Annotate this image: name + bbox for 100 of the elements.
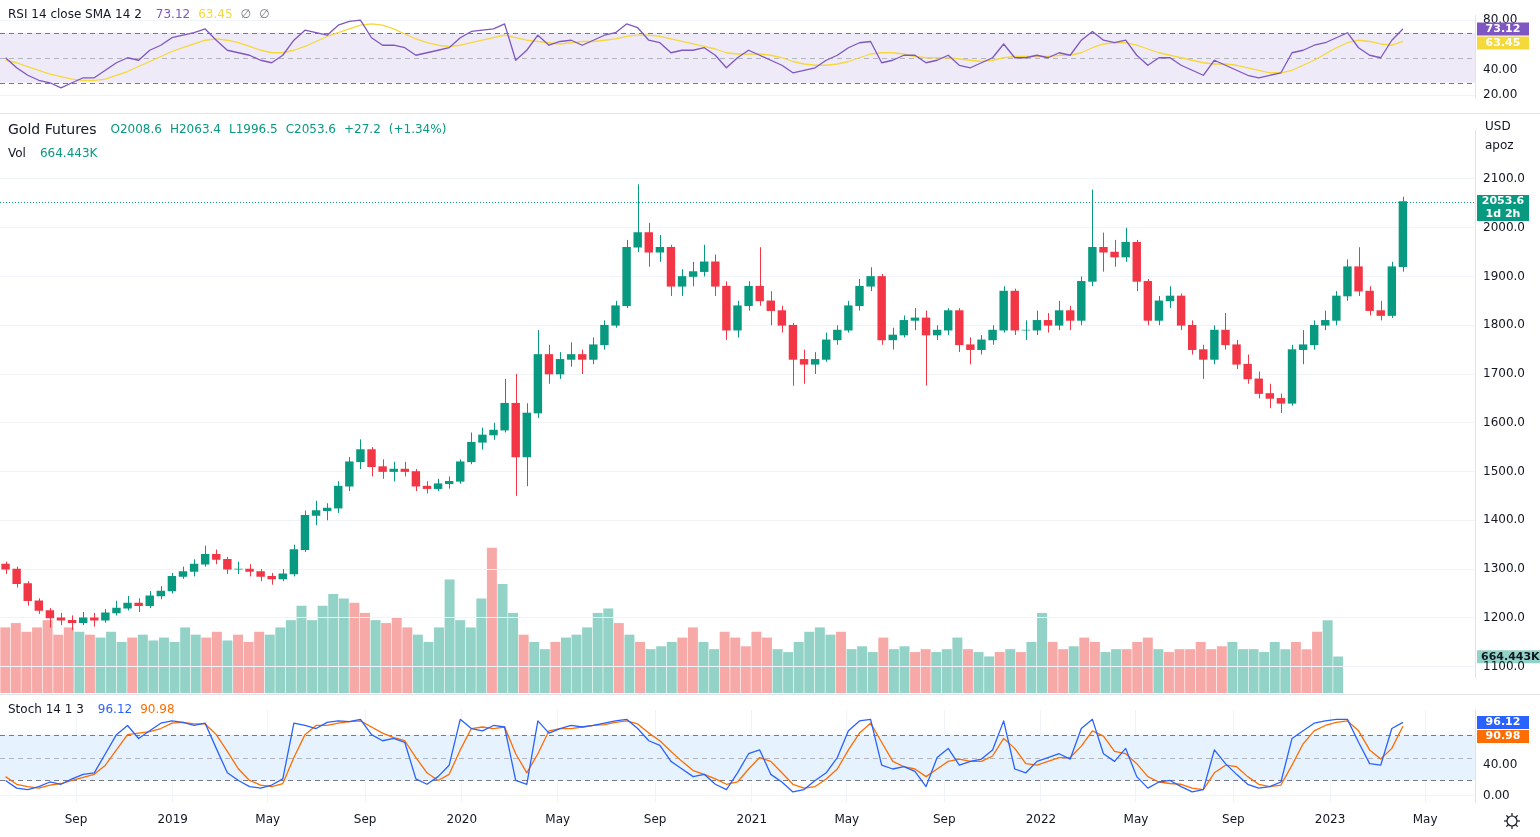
candlestick <box>1365 285 1374 316</box>
bar <box>962 649 973 693</box>
candlestick <box>799 349 809 385</box>
candlestick <box>1309 319 1319 351</box>
candlestick <box>1298 329 1308 365</box>
text: 96.12 <box>1485 715 1521 729</box>
candlestick <box>611 300 620 329</box>
x-tick-label: Sep <box>932 811 956 826</box>
candlestick <box>855 278 864 312</box>
bar <box>518 634 529 693</box>
candlestick <box>378 458 387 480</box>
y-tick-label: 1300.0 <box>1483 561 1525 576</box>
candlestick <box>367 446 376 477</box>
candlestick <box>1221 312 1230 351</box>
bar <box>1005 649 1016 693</box>
y-tick-label: 1200.0 <box>1483 609 1525 624</box>
candlestick <box>977 334 986 356</box>
text: USD <box>1485 119 1511 134</box>
candlestick <box>1099 232 1108 273</box>
text: apoz <box>1485 138 1514 153</box>
y-tick-label: 1500.0 <box>1483 463 1525 478</box>
chart-subtitle: 664.443K <box>39 146 99 161</box>
candlestick <box>677 268 687 297</box>
bar <box>1015 652 1026 693</box>
candlestick <box>544 344 554 385</box>
y-tick-label: 2000.0 <box>1483 219 1525 234</box>
y-tick-label: 1900.0 <box>1483 268 1525 283</box>
candlestick <box>578 349 587 375</box>
candlestick <box>389 461 398 482</box>
y-tick-label: 40.00 <box>1483 757 1518 772</box>
y-tick-label: 1800.0 <box>1483 317 1525 332</box>
x-tick-label: May <box>1123 811 1149 826</box>
chart-title: Gold Futures <box>8 120 97 137</box>
candlestick <box>1032 310 1042 336</box>
chart-subtitle: 73.12 63.45 ∅ ∅ <box>155 7 270 22</box>
candlestick <box>566 341 576 368</box>
y-tick-label: 40.00 <box>1483 62 1518 77</box>
candlestick <box>700 244 709 277</box>
candlestick <box>411 468 421 492</box>
candlestick <box>12 566 21 589</box>
candlestick <box>555 351 565 380</box>
candlestick <box>1232 339 1241 370</box>
bar <box>836 631 846 693</box>
text: 63.45 <box>1485 35 1521 49</box>
bar <box>878 637 889 693</box>
y-tick-label: 20.00 <box>1483 87 1518 102</box>
candlestick <box>600 319 609 351</box>
chart-title: Vol <box>8 146 26 161</box>
bar <box>74 631 85 693</box>
candlestick <box>910 307 920 331</box>
y-tick-label: 1700.0 <box>1483 366 1525 381</box>
candlestick <box>356 438 365 470</box>
bar <box>370 620 381 693</box>
candlestick <box>1276 393 1286 414</box>
candlestick <box>755 246 764 307</box>
candlestick <box>966 336 975 365</box>
candlestick <box>334 480 343 514</box>
candlestick <box>688 261 698 287</box>
candlestick <box>833 324 842 346</box>
x-tick-label: 2021 <box>736 811 768 826</box>
candlestick <box>478 427 487 451</box>
bar <box>624 634 635 693</box>
candlestick <box>988 324 997 346</box>
candlestick <box>589 336 598 365</box>
x-tick-label: May <box>834 811 860 826</box>
text: 90.98 <box>1485 729 1521 743</box>
bar <box>550 641 561 693</box>
bar <box>635 641 645 693</box>
candlestick <box>899 315 909 338</box>
bar <box>486 547 497 693</box>
bar <box>1068 646 1079 693</box>
candlestick <box>1265 383 1275 409</box>
candlestick <box>1154 295 1164 326</box>
candlestick <box>1199 344 1208 380</box>
x-tick-label: 2020 <box>446 811 478 826</box>
bar <box>84 634 95 693</box>
candlestick <box>1254 371 1263 399</box>
x-tick-label: Sep <box>643 811 667 826</box>
x-tick-label: 2022 <box>1025 811 1057 826</box>
candlestick <box>1065 305 1075 331</box>
candlestick <box>1321 310 1330 331</box>
x-tick-label: Sep <box>1222 811 1245 826</box>
candlestick <box>777 305 787 334</box>
candlestick <box>744 280 753 312</box>
y-tick-label: 0.00 <box>1483 787 1510 802</box>
chart-title: RSI 14 close SMA 14 2 <box>8 7 142 22</box>
candlestick <box>45 607 55 629</box>
candlestick <box>944 307 953 336</box>
candlestick <box>921 310 931 386</box>
candlestick <box>866 266 875 292</box>
candlestick <box>1043 312 1053 334</box>
y-tick-label: 1600.0 <box>1483 414 1525 429</box>
x-tick-label: 2023 <box>1314 811 1346 826</box>
candlestick <box>1054 300 1064 331</box>
chart-title: Stoch 14 1 3 <box>8 702 84 717</box>
bar <box>222 640 233 693</box>
bar <box>1153 649 1164 693</box>
y-tick-label: 2100.0 <box>1483 171 1525 186</box>
x-tick-label: May <box>255 811 281 826</box>
candlestick <box>23 580 32 607</box>
